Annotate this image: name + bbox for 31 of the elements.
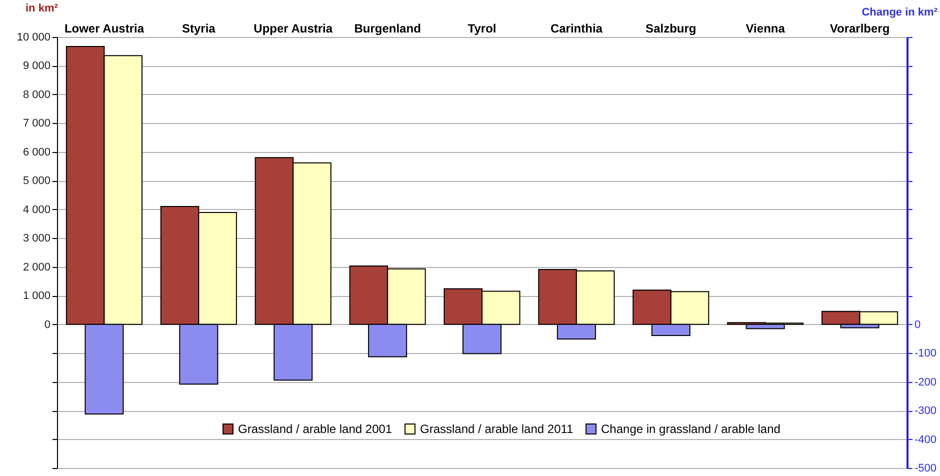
- y2-tick-label: 0: [914, 318, 921, 331]
- y2-tick-label: -100: [914, 348, 937, 360]
- y2-axis-title: Change in km²: [862, 6, 938, 18]
- y2-tick-label: -500: [914, 462, 937, 474]
- x-tick-label: Upper Austria: [254, 22, 333, 36]
- y-tick-label: 1 000: [22, 290, 50, 302]
- x-tick-label: Burgenland: [354, 22, 421, 36]
- x-tick-label: Vorarlberg: [830, 22, 890, 36]
- y2-tick-label: -400: [914, 434, 937, 446]
- x-tick-label: Tyrol: [468, 22, 496, 36]
- y-tick-label: 4 000: [22, 204, 50, 216]
- y-tick-label: 10 000: [16, 32, 50, 44]
- legend-label: Grassland / arable land 2001: [238, 422, 392, 436]
- y-axis-title: in km²: [26, 2, 58, 14]
- x-tick-label: Vienna: [746, 22, 786, 36]
- x-tick-label: Carinthia: [550, 22, 603, 36]
- y2-tick-label: -200: [914, 376, 937, 388]
- y-tick-label: 7 000: [22, 118, 50, 130]
- y-tick-label: 0: [44, 318, 50, 331]
- y-tick-label: 2 000: [22, 261, 50, 274]
- y-tick-label: 9 000: [22, 60, 50, 72]
- x-tick-label: Lower Austria: [64, 22, 144, 36]
- y-tick-label: 8 000: [22, 88, 50, 101]
- x-tick-label: Styria: [182, 22, 216, 36]
- y-tick-label: 5 000: [22, 175, 50, 188]
- y2-tick-label: -300: [914, 405, 937, 418]
- legend-label: Change in grassland / arable land: [601, 422, 780, 436]
- legend-label: Grassland / arable land 2011: [420, 422, 574, 436]
- y-tick-label: 3 000: [22, 232, 50, 245]
- x-tick-label: Salzburg: [646, 22, 696, 36]
- y-tick-label: 6 000: [22, 146, 50, 158]
